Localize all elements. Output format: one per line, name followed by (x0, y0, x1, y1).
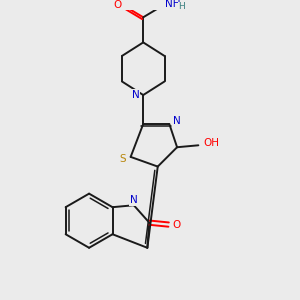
Text: O: O (172, 220, 181, 230)
Text: NH: NH (164, 0, 180, 9)
Text: N: N (173, 116, 181, 126)
Text: N: N (132, 90, 140, 100)
Text: N: N (130, 195, 138, 206)
Text: S: S (120, 154, 126, 164)
Text: O: O (113, 0, 121, 10)
Text: H: H (178, 2, 185, 11)
Text: OH: OH (203, 138, 219, 148)
